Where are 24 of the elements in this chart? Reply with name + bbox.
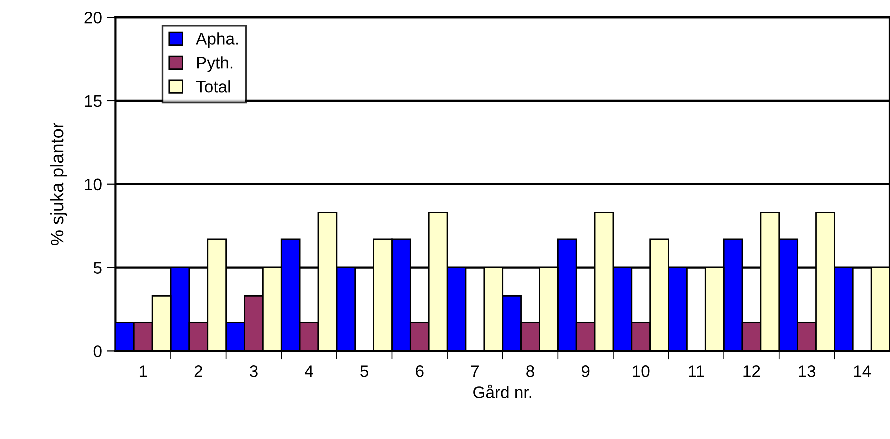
x-tick-label: 14 [854,366,872,378]
x-tick-label: 8 [526,366,534,378]
legend-label: Pyth. [197,56,233,72]
y-tick-label: 0 [94,346,102,358]
y-tick-label: 20 [84,12,102,24]
x-tick-label: 7 [471,366,479,378]
x-tick-label: 4 [305,366,314,378]
x-tick-label: 3 [250,366,258,378]
x-tick-label: 2 [194,366,202,378]
x-tick-label: 11 [689,366,704,378]
x-tick-label: 13 [799,366,816,378]
x-tick-label: 1 [140,366,148,378]
legend-label: Apha. [196,32,238,48]
y-tick-label: 5 [94,262,102,274]
x-tick-label: 5 [360,366,369,378]
y-tick-label: 15 [85,96,102,108]
y-axis-title: % sjuka plantor [50,122,68,246]
x-tick-label: 9 [582,366,590,378]
legend-label: Total [196,80,230,93]
x-axis-title: Gård nr. [474,384,532,398]
x-tick-label: 10 [633,366,650,378]
x-tick-label: 12 [744,366,760,378]
x-tick-label: 6 [416,366,424,378]
y-tick-label: 10 [85,178,102,191]
